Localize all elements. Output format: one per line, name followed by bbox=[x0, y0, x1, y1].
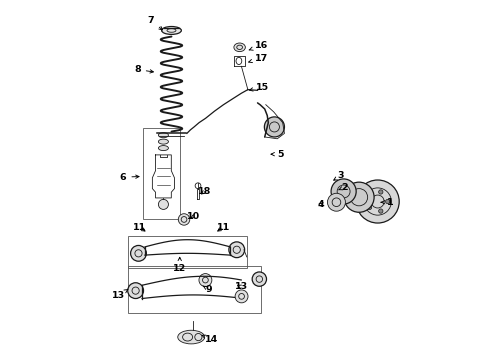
Text: 11: 11 bbox=[217, 223, 230, 232]
Circle shape bbox=[356, 180, 399, 223]
Circle shape bbox=[379, 190, 383, 194]
Text: 5: 5 bbox=[271, 150, 284, 159]
Text: 11: 11 bbox=[133, 223, 146, 232]
Bar bbox=[128, 266, 261, 313]
Circle shape bbox=[252, 272, 267, 286]
Text: 8: 8 bbox=[134, 65, 153, 74]
Text: 14: 14 bbox=[202, 335, 219, 344]
Bar bbox=[128, 235, 247, 268]
Text: 3: 3 bbox=[334, 171, 344, 180]
Text: 10: 10 bbox=[187, 212, 200, 221]
Ellipse shape bbox=[162, 27, 181, 35]
Text: 7: 7 bbox=[147, 16, 163, 30]
Text: 18: 18 bbox=[198, 187, 212, 196]
Ellipse shape bbox=[158, 139, 169, 144]
Ellipse shape bbox=[158, 145, 169, 150]
Text: 1: 1 bbox=[381, 198, 393, 207]
Circle shape bbox=[229, 242, 245, 258]
Text: 13: 13 bbox=[112, 289, 128, 300]
Circle shape bbox=[158, 199, 169, 210]
Circle shape bbox=[386, 199, 390, 204]
Circle shape bbox=[131, 246, 147, 261]
Circle shape bbox=[327, 193, 345, 211]
Text: 12: 12 bbox=[173, 257, 186, 274]
Ellipse shape bbox=[158, 133, 169, 138]
Ellipse shape bbox=[178, 330, 205, 344]
Text: 15: 15 bbox=[249, 83, 269, 92]
Bar bbox=[143, 128, 180, 220]
Circle shape bbox=[331, 179, 356, 204]
Circle shape bbox=[235, 290, 248, 303]
Circle shape bbox=[128, 283, 144, 298]
Circle shape bbox=[265, 117, 285, 137]
Circle shape bbox=[379, 209, 383, 213]
Text: 13: 13 bbox=[235, 282, 248, 291]
Circle shape bbox=[178, 214, 190, 225]
Text: 17: 17 bbox=[249, 54, 268, 63]
Text: 9: 9 bbox=[203, 285, 213, 294]
Circle shape bbox=[199, 274, 212, 287]
Text: 4: 4 bbox=[318, 200, 324, 209]
Ellipse shape bbox=[234, 43, 245, 51]
Circle shape bbox=[368, 205, 372, 210]
Circle shape bbox=[368, 193, 372, 198]
Text: 2: 2 bbox=[339, 183, 348, 192]
Circle shape bbox=[344, 182, 374, 212]
Text: 6: 6 bbox=[120, 173, 139, 182]
Text: 16: 16 bbox=[249, 41, 268, 50]
